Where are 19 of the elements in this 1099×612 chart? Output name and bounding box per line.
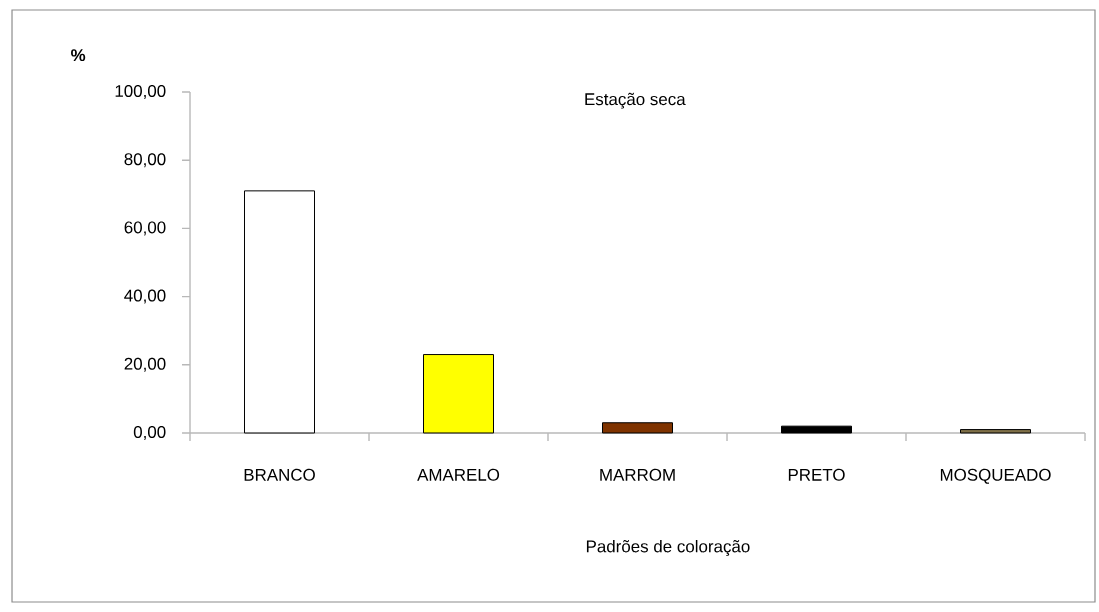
bar: [960, 429, 1032, 434]
y-tick-label: 0,00: [133, 425, 166, 440]
y-tick-label: 40,00: [124, 289, 166, 304]
x-tick-label: MARROM: [600, 468, 675, 481]
y-axis-title: %: [71, 49, 86, 62]
bar: [244, 190, 316, 434]
y-tick-label: 80,00: [124, 153, 166, 168]
y-tick-label: 20,00: [124, 357, 166, 372]
x-tick-label: PRETO: [788, 468, 845, 481]
bar: [602, 422, 674, 434]
y-tick-label: 60,00: [124, 221, 166, 236]
bar: [781, 425, 853, 434]
x-axis-title: Padrões de coloração: [586, 539, 750, 556]
y-tick-label: 100,00: [115, 84, 166, 99]
x-tick-label: AMARELO: [417, 468, 500, 481]
x-tick-label: MOSQUEADO: [940, 468, 1051, 484]
bar: [423, 354, 495, 434]
chart-title: Estação seca: [585, 92, 686, 109]
x-tick-label: BRANCO: [244, 468, 315, 481]
